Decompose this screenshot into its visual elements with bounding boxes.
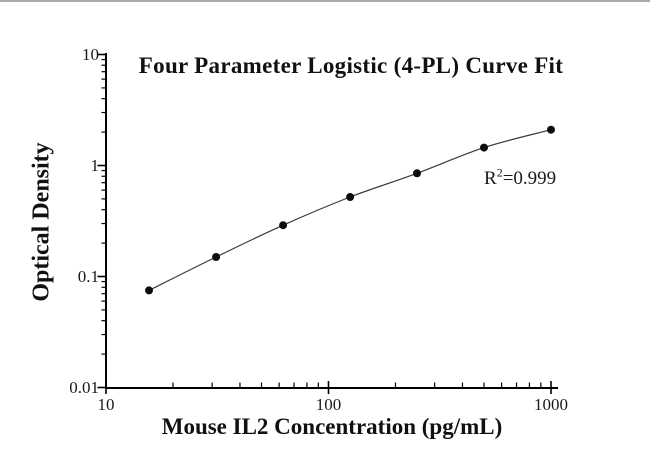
r-squared-base: R [484,168,497,189]
data-point [145,286,153,295]
x-tick-label: 10 [97,395,115,414]
data-point [346,193,355,201]
data-point [547,125,555,134]
data-point [480,143,488,152]
r-squared-exponent: 2 [496,165,503,180]
x-tick-label: 100 [315,395,342,414]
window-top-border [0,0,650,2]
y-tick-label: 0.01 [69,377,99,397]
data-point [212,253,221,261]
r-squared-annotation: R2=0.999 [484,165,557,190]
fit-curve [148,129,552,291]
y-tick-label: 1 [90,155,100,175]
y-tick-label: 10 [82,44,99,64]
chart-title: Four Parameter Logistic (4-PL) Curve Fit [138,53,564,78]
r-squared-value: =0.999 [502,168,557,189]
x-axis-title: Mouse IL2 Concentration (pg/mL) [161,414,503,439]
x-tick-label: 1000 [534,395,568,414]
y-tick-label: 0.1 [77,266,99,286]
data-point [413,169,421,178]
data-point [279,221,288,230]
